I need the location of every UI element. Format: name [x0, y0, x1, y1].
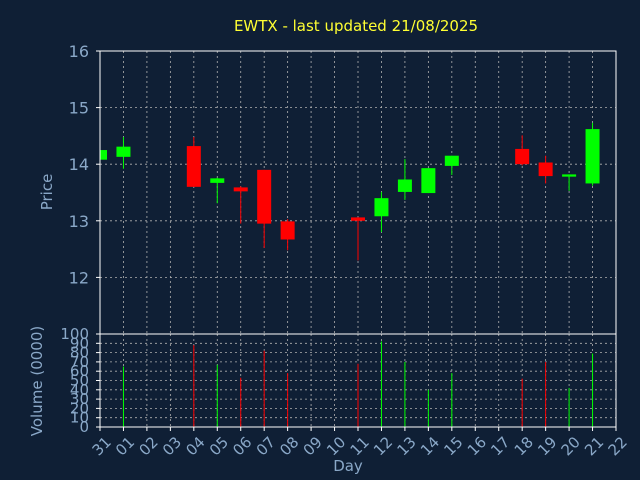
- volume-tick-label: 70: [70, 353, 89, 371]
- x-tick-label: 31: [89, 433, 115, 459]
- candle-body: [421, 168, 436, 194]
- x-tick-label: 18: [511, 433, 537, 459]
- candle-body: [210, 178, 225, 183]
- candle-body: [233, 187, 248, 192]
- x-axis-label: Day: [333, 457, 363, 475]
- x-tick-label: 02: [135, 433, 161, 459]
- x-tick-label: 10: [323, 433, 349, 459]
- chart-title: EWTX - last updated 21/08/2025: [234, 17, 478, 35]
- volume-axis-label: Volume (0000): [28, 326, 46, 436]
- volume-tick-label: 0: [79, 418, 89, 436]
- volume-tick-label: 90: [70, 334, 89, 352]
- candle-body: [351, 217, 365, 221]
- x-tick-label: 12: [370, 433, 396, 459]
- price-axis-label: Price: [38, 174, 56, 211]
- candle-body: [186, 146, 201, 187]
- price-tick-label: 15: [69, 99, 89, 118]
- volume-tick-label: 20: [70, 399, 89, 417]
- price-tick-label: 14: [69, 155, 89, 174]
- volume-tick-label: 10: [70, 409, 89, 427]
- candle-body: [562, 174, 577, 177]
- x-tick-label: 01: [112, 433, 138, 459]
- candle-body: [515, 148, 530, 165]
- candle-body: [538, 162, 553, 177]
- candle-body: [397, 179, 412, 192]
- candle-body: [444, 155, 459, 166]
- volume-tick-label: 50: [70, 372, 89, 390]
- candle-body: [116, 146, 131, 157]
- volume-tick-label: 100: [60, 325, 89, 343]
- x-tick-label: 19: [534, 433, 560, 459]
- x-tick-label: 21: [581, 433, 607, 459]
- volume-tick-label: 30: [70, 390, 89, 408]
- chart-plot-layer: 1213141516010203040506070809010031010203…: [60, 42, 630, 459]
- candle-body: [280, 221, 295, 240]
- volume-tick-label: 60: [70, 362, 89, 380]
- volume-tick-label: 40: [70, 381, 89, 399]
- x-tick-label: 11: [347, 433, 373, 459]
- candle-body: [257, 169, 272, 224]
- price-tick-label: 13: [69, 212, 89, 231]
- x-tick-label: 15: [440, 433, 466, 459]
- x-tick-label: 05: [206, 433, 232, 459]
- x-tick-label: 09: [300, 433, 326, 459]
- x-tick-label: 08: [276, 433, 302, 459]
- price-tick-label: 12: [69, 268, 89, 287]
- candle-body: [100, 150, 107, 160]
- x-tick-label: 04: [182, 433, 208, 459]
- x-tick-label: 06: [229, 433, 255, 459]
- x-tick-label: 14: [417, 433, 443, 459]
- price-tick-label: 16: [69, 42, 89, 61]
- x-tick-label: 03: [159, 433, 185, 459]
- candle-body: [374, 198, 389, 217]
- x-tick-label: 13: [393, 433, 419, 459]
- x-tick-label: 07: [253, 433, 279, 459]
- x-tick-label: 17: [487, 433, 513, 459]
- x-tick-label: 16: [464, 433, 490, 459]
- volume-tick-label: 80: [70, 344, 89, 362]
- x-tick-label: 20: [558, 433, 584, 459]
- x-tick-label: 22: [605, 433, 631, 459]
- candle-body: [585, 129, 600, 184]
